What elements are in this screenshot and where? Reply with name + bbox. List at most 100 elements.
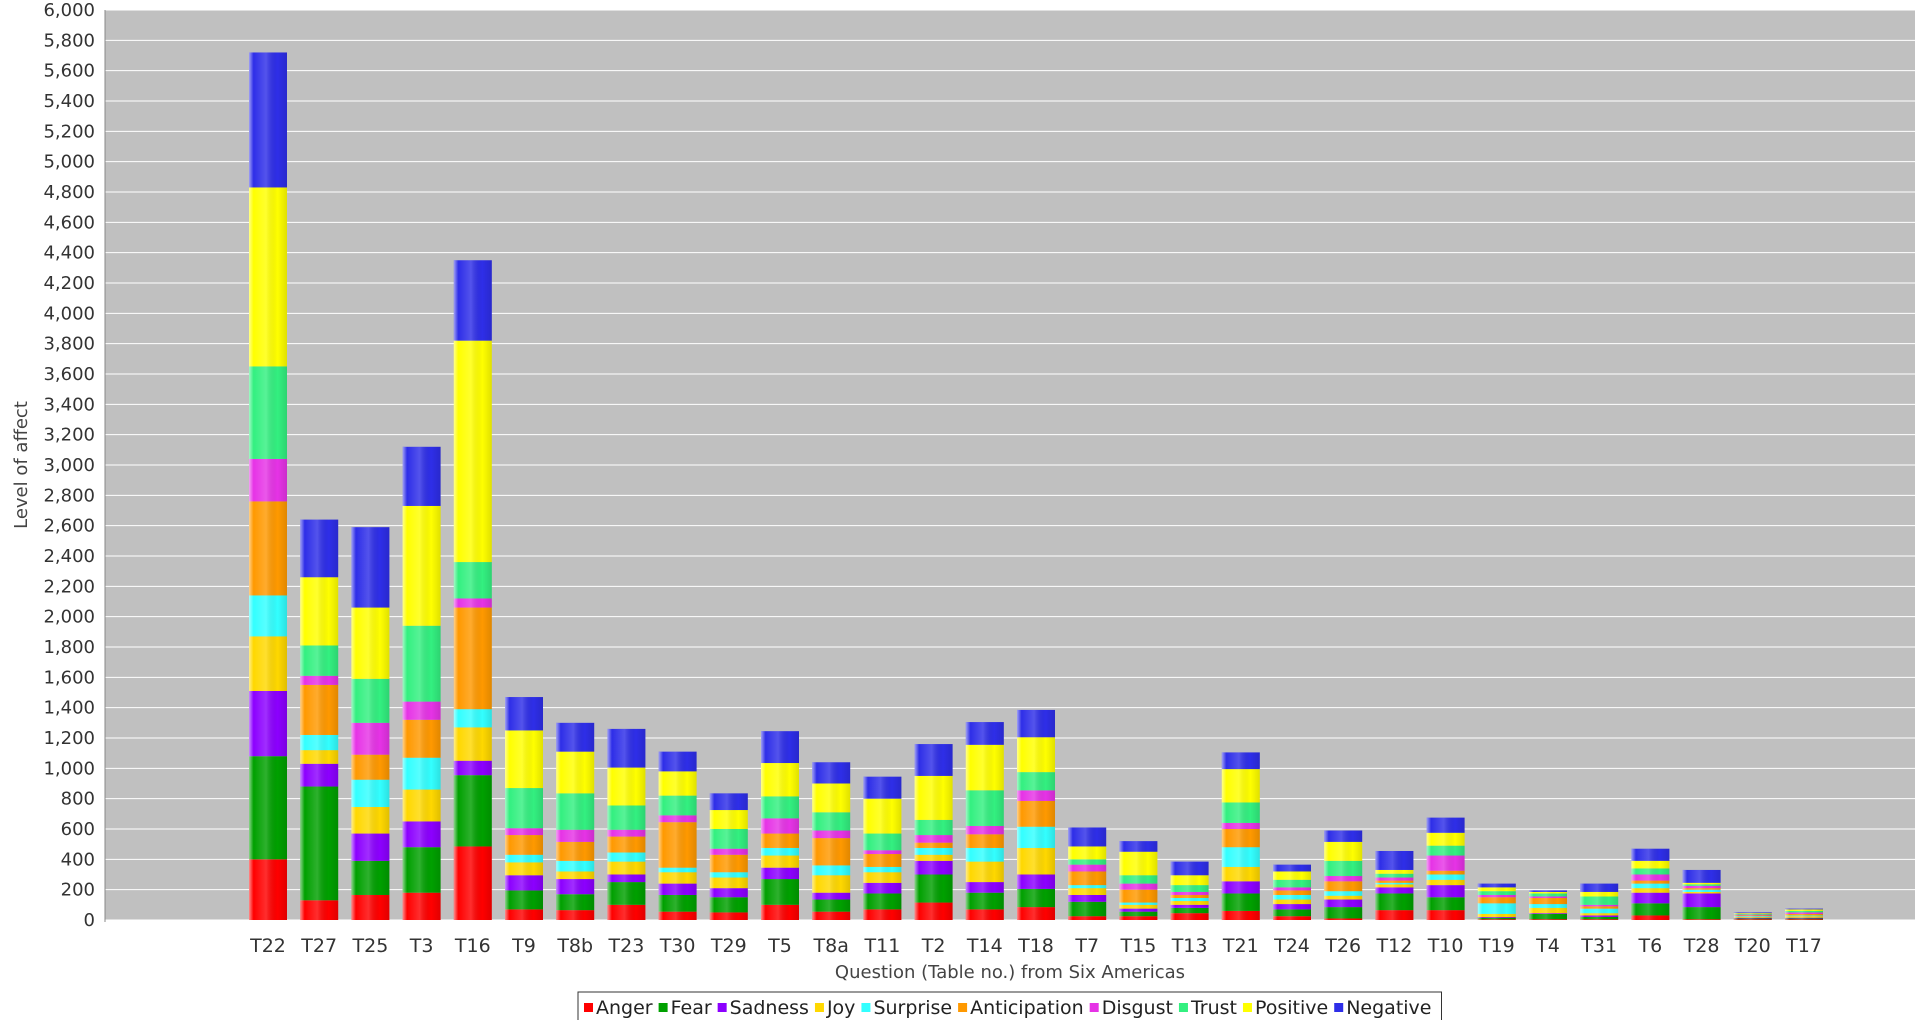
y-tick-label: 2,400: [43, 546, 95, 567]
legend-swatch: [717, 1003, 727, 1012]
y-tick-label: 5,400: [43, 91, 95, 112]
x-tick-label: T26: [1324, 935, 1361, 957]
x-tick-label: T14: [966, 935, 1003, 957]
y-tick-label: 4,800: [43, 182, 95, 203]
bar-highlight: [1170, 861, 1209, 920]
x-tick-label: T28: [1683, 935, 1720, 957]
bar-highlight: [1324, 830, 1363, 920]
bar-highlight: [249, 52, 287, 920]
y-tick-label: 3,200: [43, 425, 95, 446]
y-tick-label: 1,800: [43, 637, 95, 658]
bar-highlight: [709, 793, 748, 920]
y-tick-label: 4,200: [43, 273, 95, 294]
x-tick-label: T15: [1120, 935, 1157, 957]
bar-highlight: [965, 722, 1004, 920]
x-tick-label: T23: [608, 935, 645, 957]
legend-item-label: Surprise: [873, 997, 952, 1019]
legend-item-label: Disgust: [1102, 997, 1173, 1019]
y-tick-label: 1,000: [43, 758, 95, 779]
x-tick-label: T12: [1376, 935, 1413, 957]
legend-swatch: [861, 1003, 871, 1012]
x-tick-label: T11: [864, 935, 901, 957]
bars: [249, 52, 1823, 920]
legend-swatch: [1089, 1003, 1099, 1012]
bar-highlight: [351, 527, 390, 920]
x-tick-label: T19: [1478, 935, 1515, 957]
y-tick-label: 4,600: [43, 212, 95, 233]
bar-highlight: [1631, 848, 1670, 920]
y-tick-label: 1,400: [43, 698, 95, 719]
x-tick-label: T31: [1580, 935, 1617, 957]
x-tick-label: T6: [1638, 935, 1663, 957]
bar-highlight: [658, 751, 697, 920]
bar-highlight: [453, 260, 492, 920]
y-tick-label: 2,000: [43, 607, 95, 628]
bar-highlight: [300, 519, 339, 920]
bar-highlight: [1068, 827, 1107, 920]
y-tick-label: 3,400: [43, 394, 95, 415]
x-tick-label: T25: [352, 935, 389, 957]
bar-highlight: [1426, 817, 1465, 920]
bar-highlight: [402, 446, 441, 920]
x-tick-label: T10: [1427, 935, 1464, 957]
x-tick-label: T5: [767, 935, 792, 957]
legend-item-label: Positive: [1255, 997, 1328, 1019]
bar-highlight: [1477, 883, 1516, 920]
x-tick-label: T24: [1273, 935, 1310, 957]
y-tick-label: 1,600: [43, 667, 95, 688]
y-tick-label: 5,000: [43, 152, 95, 173]
legend-item-label: Anticipation: [970, 997, 1084, 1019]
bar-highlight: [1682, 869, 1721, 920]
y-tick-label: 5,800: [43, 30, 95, 51]
x-tick-label: T30: [659, 935, 696, 957]
legend-swatch: [1242, 1003, 1252, 1012]
legend-item-label: Negative: [1346, 997, 1431, 1019]
bar-highlight: [1273, 864, 1311, 920]
legend: Anger Fear Sadness Joy Surprise Anticipation D…: [577, 991, 1442, 1023]
y-tick-label: 3,600: [43, 364, 95, 385]
y-tick-label: 6,000: [43, 0, 95, 21]
x-axis-label: Question (Table no.) from Six Americas: [835, 962, 1185, 983]
x-tick-label: T20: [1734, 935, 1771, 957]
legend-swatch: [658, 1003, 668, 1012]
x-tick-label: T22: [249, 935, 286, 957]
bar-highlight: [1529, 890, 1567, 920]
bar-highlight: [1017, 709, 1055, 920]
bar-highlight: [812, 762, 851, 920]
x-tick-label: T8a: [813, 935, 849, 957]
y-tick-label: 400: [61, 849, 95, 870]
y-tick-label: 200: [61, 880, 95, 901]
x-tick-label: T18: [1017, 935, 1054, 957]
bar-highlight: [1580, 883, 1619, 920]
legend-swatch: [1178, 1003, 1188, 1012]
bar-highlight: [1119, 841, 1158, 920]
y-tick-label: 2,200: [43, 576, 95, 597]
bar-highlight: [556, 722, 595, 920]
x-tick-label: T7: [1074, 935, 1099, 957]
y-tick-label: 4,000: [43, 303, 95, 324]
legend-item-label: Anger: [596, 997, 653, 1019]
legend-item-label: Trust: [1190, 997, 1237, 1019]
x-tick-label: T16: [454, 935, 491, 957]
legend-item-label: Fear: [671, 997, 712, 1019]
bar-highlight: [914, 744, 953, 920]
x-tick-label: T4: [1535, 935, 1560, 957]
bar-highlight: [505, 697, 543, 920]
x-tick-label: T9: [511, 935, 536, 957]
x-tick-label: T2: [921, 935, 946, 957]
y-tick-label: 0: [84, 910, 95, 931]
y-tick-label: 1,200: [43, 728, 95, 749]
x-tick-label: T29: [710, 935, 747, 957]
x-tick-label: T21: [1222, 935, 1259, 957]
x-tick-label: T3: [409, 935, 434, 957]
x-tick-label: T8b: [556, 935, 593, 957]
x-axis-ticks: T22 T27 T25 T3 T16 T9 T8b T23 T30 T29 T5 T8a T11 T2 T1…: [249, 935, 1822, 957]
x-tick-label: T27: [300, 935, 337, 957]
bar-highlight: [761, 731, 799, 920]
y-tick-label: 5,600: [43, 61, 95, 82]
y-tick-label: 800: [61, 789, 95, 810]
legend-swatch: [814, 1003, 824, 1012]
y-tick-label: 3,000: [43, 455, 95, 476]
